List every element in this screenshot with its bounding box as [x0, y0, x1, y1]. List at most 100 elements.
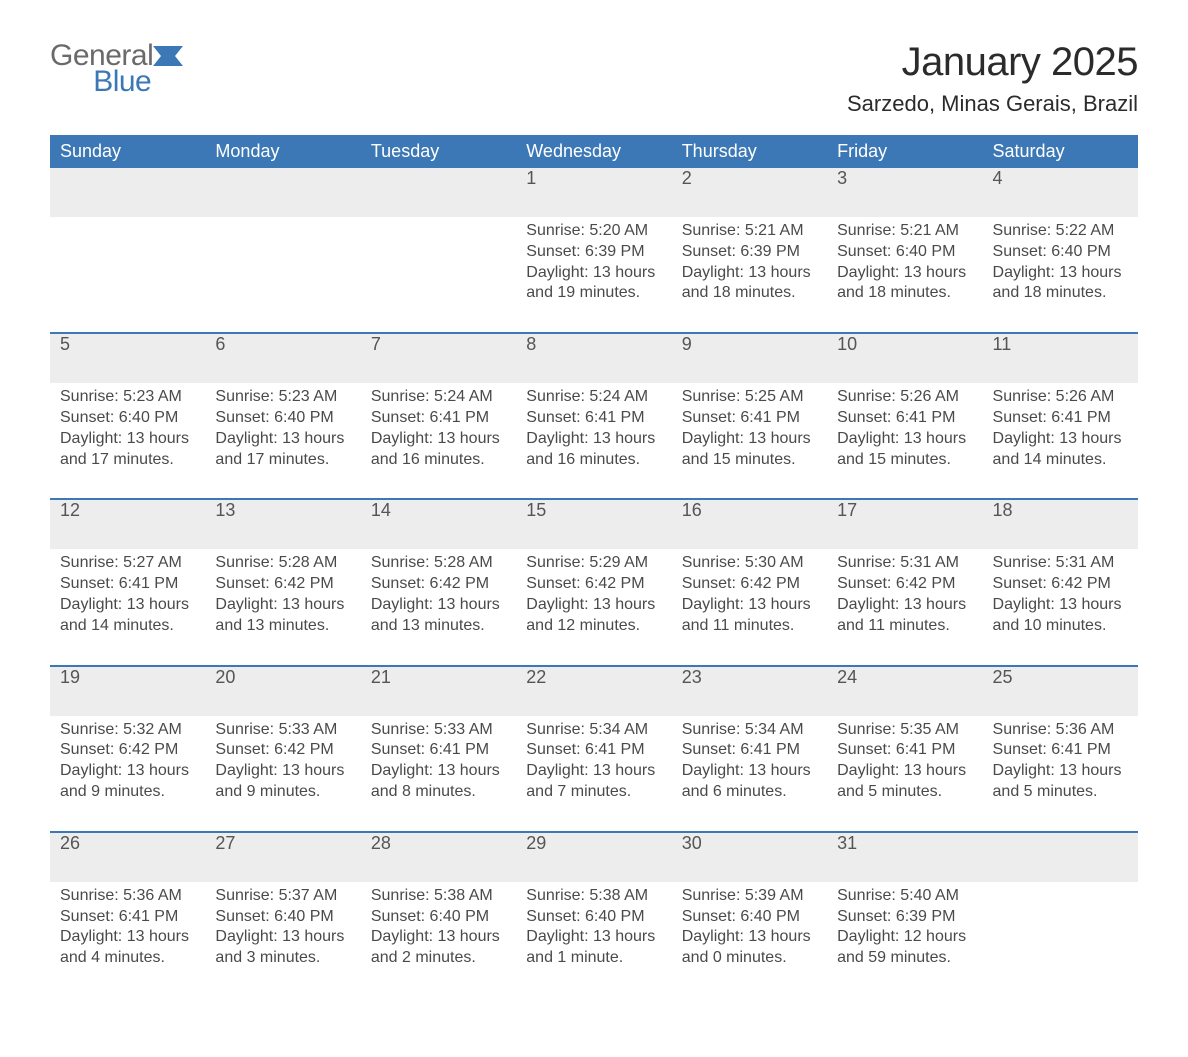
day-number-row: 262728293031 — [50, 832, 1138, 882]
day-number-cell: 1 — [516, 168, 671, 217]
day-data-cell: Sunrise: 5:35 AMSunset: 6:41 PMDaylight:… — [827, 716, 982, 832]
day-data-cell: Sunrise: 5:31 AMSunset: 6:42 PMDaylight:… — [827, 549, 982, 665]
day-number-cell — [205, 168, 360, 217]
day-number-cell: 25 — [983, 666, 1138, 716]
sunrise-line: Sunrise: 5:23 AM — [215, 387, 350, 408]
daylight-line: Daylight: 13 hours and 14 minutes. — [60, 595, 195, 637]
day-data-row: Sunrise: 5:20 AMSunset: 6:39 PMDaylight:… — [50, 217, 1138, 333]
day-details: Sunrise: 5:40 AMSunset: 6:39 PMDaylight:… — [837, 882, 972, 969]
day-data-cell — [50, 217, 205, 333]
day-number-cell: 21 — [361, 666, 516, 716]
day-data-cell: Sunrise: 5:40 AMSunset: 6:39 PMDaylight:… — [827, 882, 982, 997]
calendar-body: 1234Sunrise: 5:20 AMSunset: 6:39 PMDayli… — [50, 168, 1138, 997]
day-data-cell: Sunrise: 5:23 AMSunset: 6:40 PMDaylight:… — [50, 383, 205, 499]
day-number-cell: 17 — [827, 499, 982, 549]
day-number-cell: 18 — [983, 499, 1138, 549]
sunset-line: Sunset: 6:39 PM — [682, 242, 817, 263]
day-details: Sunrise: 5:31 AMSunset: 6:42 PMDaylight:… — [837, 549, 972, 636]
weekday-header: Sunday — [50, 135, 205, 168]
day-number-cell: 8 — [516, 333, 671, 383]
daylight-line: Daylight: 13 hours and 18 minutes. — [837, 263, 972, 305]
day-data-cell: Sunrise: 5:34 AMSunset: 6:41 PMDaylight:… — [516, 716, 671, 832]
day-details: Sunrise: 5:33 AMSunset: 6:42 PMDaylight:… — [215, 716, 350, 803]
sunrise-line: Sunrise: 5:31 AM — [993, 553, 1128, 574]
sunrise-line: Sunrise: 5:36 AM — [60, 886, 195, 907]
day-data-cell: Sunrise: 5:27 AMSunset: 6:41 PMDaylight:… — [50, 549, 205, 665]
sunrise-line: Sunrise: 5:30 AM — [682, 553, 817, 574]
sunrise-line: Sunrise: 5:40 AM — [837, 886, 972, 907]
daylight-line: Daylight: 13 hours and 4 minutes. — [60, 927, 195, 969]
day-details: Sunrise: 5:35 AMSunset: 6:41 PMDaylight:… — [837, 716, 972, 803]
sunset-line: Sunset: 6:40 PM — [682, 907, 817, 928]
day-details: Sunrise: 5:25 AMSunset: 6:41 PMDaylight:… — [682, 383, 817, 470]
sunset-line: Sunset: 6:42 PM — [215, 740, 350, 761]
day-details: Sunrise: 5:38 AMSunset: 6:40 PMDaylight:… — [371, 882, 506, 969]
sunrise-line: Sunrise: 5:28 AM — [371, 553, 506, 574]
day-details: Sunrise: 5:34 AMSunset: 6:41 PMDaylight:… — [526, 716, 661, 803]
day-data-cell: Sunrise: 5:28 AMSunset: 6:42 PMDaylight:… — [205, 549, 360, 665]
day-details: Sunrise: 5:21 AMSunset: 6:40 PMDaylight:… — [837, 217, 972, 304]
sunset-line: Sunset: 6:41 PM — [371, 408, 506, 429]
calendar-page: General Blue January 2025 Sarzedo, Minas… — [0, 0, 1188, 1057]
weekday-header: Wednesday — [516, 135, 671, 168]
day-data-cell: Sunrise: 5:24 AMSunset: 6:41 PMDaylight:… — [361, 383, 516, 499]
sunset-line: Sunset: 6:39 PM — [526, 242, 661, 263]
sunrise-line: Sunrise: 5:28 AM — [215, 553, 350, 574]
sunrise-line: Sunrise: 5:27 AM — [60, 553, 195, 574]
sunrise-line: Sunrise: 5:36 AM — [993, 720, 1128, 741]
page-title: January 2025 — [847, 40, 1138, 85]
day-details: Sunrise: 5:37 AMSunset: 6:40 PMDaylight:… — [215, 882, 350, 969]
sunset-line: Sunset: 6:42 PM — [371, 574, 506, 595]
sunset-line: Sunset: 6:39 PM — [837, 907, 972, 928]
day-data-cell: Sunrise: 5:28 AMSunset: 6:42 PMDaylight:… — [361, 549, 516, 665]
day-data-row: Sunrise: 5:32 AM Sunset: 6:42 PM Daylight:… — [50, 716, 1138, 832]
day-number-cell: 3 — [827, 168, 982, 217]
daylight-line: Daylight: 13 hours and 3 minutes. — [215, 927, 350, 969]
daylight-line: Daylight: 13 hours and 0 minutes. — [682, 927, 817, 969]
sunset-line: Sunset: 6:41 PM — [993, 408, 1128, 429]
day-data-cell: Sunrise: 5:25 AMSunset: 6:41 PMDaylight:… — [672, 383, 827, 499]
day-number-cell: 5 — [50, 333, 205, 383]
sunrise-line: Sunrise: 5:38 AM — [526, 886, 661, 907]
day-number-cell: 2 — [672, 168, 827, 217]
day-data-cell: Sunrise: 5:21 AMSunset: 6:40 PMDaylight:… — [827, 217, 982, 333]
day-data-cell — [205, 217, 360, 333]
day-number-cell: 11 — [983, 333, 1138, 383]
sunrise-line: Sunrise: 5:35 AM — [837, 720, 972, 741]
day-number-cell: 28 — [361, 832, 516, 882]
sunrise-line: Sunrise: 5:38 AM — [371, 886, 506, 907]
day-details: Sunrise: 5:28 AMSunset: 6:42 PMDaylight:… — [371, 549, 506, 636]
day-details: Sunrise: 5:20 AMSunset: 6:39 PMDaylight:… — [526, 217, 661, 304]
day-details: Sunrise: 5:28 AMSunset: 6:42 PMDaylight:… — [215, 549, 350, 636]
sunset-line: Sunset: 6:42 PM — [215, 574, 350, 595]
day-number-row: 567891011 — [50, 333, 1138, 383]
daylight-line: Daylight: 13 hours and 6 minutes. — [682, 761, 817, 803]
day-data-cell: Sunrise: 5:33 AMSunset: 6:42 PMDaylight:… — [205, 716, 360, 832]
daylight-line: Daylight: 13 hours and 12 minutes. — [526, 595, 661, 637]
sunset-line: Sunset: 6:42 PM — [682, 574, 817, 595]
daylight-line: Daylight: 13 hours and 19 minutes. — [526, 263, 661, 305]
brand-logo: General Blue — [50, 40, 183, 97]
weekday-header: Monday — [205, 135, 360, 168]
daylight-line: Daylight: 13 hours and 16 minutes. — [526, 429, 661, 471]
sunset-line: Sunset: 6:40 PM — [837, 242, 972, 263]
sunset-line: Sunset: 6:40 PM — [526, 907, 661, 928]
daylight-line: Daylight: 13 hours and 10 minutes. — [993, 595, 1128, 637]
day-number-row: 1234 — [50, 168, 1138, 217]
day-number-row: 19202122232425 — [50, 666, 1138, 716]
day-number-cell: 13 — [205, 499, 360, 549]
day-number-cell: 29 — [516, 832, 671, 882]
sunrise-line: Sunrise: 5:32 AM — [60, 720, 195, 741]
brand-text: General Blue — [50, 40, 153, 97]
day-data-cell — [983, 882, 1138, 997]
daylight-line: Daylight: 13 hours and 13 minutes. — [215, 595, 350, 637]
daylight-line: Daylight: 13 hours and 18 minutes. — [682, 263, 817, 305]
sunset-line: Sunset: 6:41 PM — [60, 907, 195, 928]
daylight-line: Daylight: 13 hours and 15 minutes. — [682, 429, 817, 471]
daylight-line: Daylight: 13 hours and 18 minutes. — [993, 263, 1128, 305]
day-data-cell: Sunrise: 5:36 AMSunset: 6:41 PMDaylight:… — [983, 716, 1138, 832]
day-details: Sunrise: 5:23 AMSunset: 6:40 PMDaylight:… — [60, 383, 195, 470]
day-details: Sunrise: 5:26 AMSunset: 6:41 PMDaylight:… — [837, 383, 972, 470]
day-details: Sunrise: 5:36 AMSunset: 6:41 PMDaylight:… — [60, 882, 195, 969]
day-data-cell: Sunrise: 5:38 AMSunset: 6:40 PMDaylight:… — [361, 882, 516, 997]
